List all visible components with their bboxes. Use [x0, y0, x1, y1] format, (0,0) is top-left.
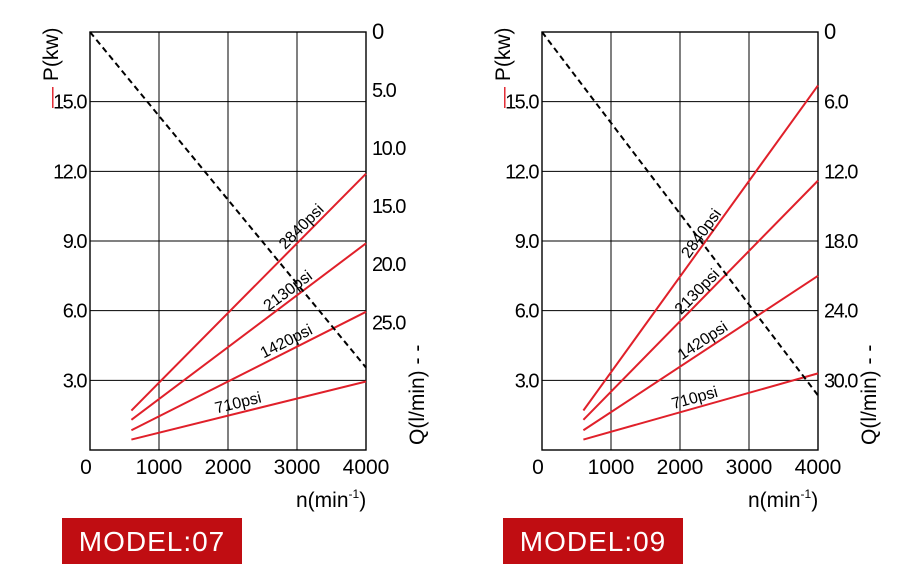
p-axis-tick-label: 12.0 — [505, 161, 539, 183]
power-line-2840psi — [130, 172, 367, 412]
p-axis-tick-label: 15.0 — [53, 92, 87, 114]
q-axis-tick-label: 0 — [372, 19, 384, 44]
p-axis-tick-label: 15.0 — [505, 92, 539, 114]
q-axis-tick-label: 30.0 — [824, 370, 858, 392]
x-axis-tick-label: 1000 — [136, 456, 183, 479]
x-axis-tick-label: 2000 — [205, 456, 252, 479]
flow-line — [89, 31, 367, 369]
power-line-1420psi — [582, 274, 819, 432]
flow-line — [541, 31, 819, 397]
x-axis-tick-label: 0 — [80, 456, 92, 479]
x-axis-tick-label: 3000 — [726, 456, 773, 479]
model-badge — [503, 518, 683, 564]
model-badge — [62, 518, 242, 564]
q-axis-tick-label: 12.0 — [824, 161, 858, 183]
p-axis-tick-label: 9.0 — [63, 231, 88, 253]
q-axis-tick-label: 6.0 — [824, 92, 849, 114]
q-axis-tick-label: 0 — [824, 19, 836, 44]
model-label: MODEL:09 — [520, 526, 667, 557]
x-axis-tick-label: 4000 — [343, 456, 390, 479]
p-axis-tick-label: 3.0 — [63, 370, 88, 392]
x-axis-tick-label: 1000 — [588, 456, 635, 479]
plot-frame — [89, 31, 367, 451]
q-axis-tick-label: 25.0 — [372, 312, 406, 334]
power-line-710psi — [131, 380, 367, 441]
p-axis-tick-label: 9.0 — [515, 231, 540, 253]
q-axis-tick-label: 15.0 — [372, 196, 406, 218]
x-axis-title: n(min-1) — [748, 487, 818, 512]
x-axis-tick-label: 0 — [532, 456, 544, 479]
q-axis-title: Q(l/min) - - — [858, 345, 881, 445]
x-axis-tick-label: 2000 — [657, 456, 704, 479]
q-axis-tick-label: 20.0 — [372, 254, 406, 276]
p-axis-title: — P(kw) — [492, 28, 515, 109]
model-label: MODEL:07 — [79, 526, 226, 557]
q-axis-tick-label: 5.0 — [372, 80, 397, 102]
power-line-2130psi — [582, 179, 819, 421]
p-axis-tick-label: 6.0 — [515, 301, 540, 323]
power-line-1420psi — [130, 310, 367, 432]
q-axis-tick-label: 10.0 — [372, 138, 406, 160]
model-07-chart: 3.0 6.0 9.0 12.0 15.0 0 5.0 10.0 15.0 20.0 25.0 0 10… — [40, 19, 429, 564]
q-axis-tick-label: 18.0 — [824, 231, 858, 253]
p-axis-tick-label: 12.0 — [53, 161, 87, 183]
q-axis-title: Q(l/min) - - — [406, 345, 429, 445]
power-line-2840psi — [582, 84, 819, 412]
power-line-710psi — [583, 372, 819, 441]
p-axis-tick-label: 3.0 — [515, 370, 540, 392]
p-axis-tick-label: 6.0 — [63, 301, 88, 323]
q-axis-tick-label: 24.0 — [824, 301, 858, 323]
p-axis-title: — P(kw) — [40, 28, 63, 109]
power-line-2130psi — [130, 242, 367, 421]
x-axis-tick-label: 3000 — [274, 456, 321, 479]
plot-frame — [541, 31, 819, 451]
series-label: 1420psi — [675, 319, 731, 364]
model-09-chart: 3.0 6.0 9.0 12.0 15.0 0 6.0 12.0 18.0 24.0 30.0 0 10… — [492, 19, 881, 564]
series-label: 2840psi — [678, 206, 725, 261]
x-axis-tick-label: 4000 — [795, 456, 842, 479]
series-label: 2130psi — [261, 268, 316, 315]
series-label: 2840psi — [276, 201, 328, 253]
x-axis-title: n(min-1) — [296, 487, 366, 512]
